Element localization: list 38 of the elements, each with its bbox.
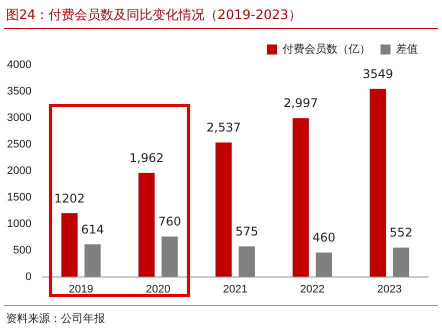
data-label: 460	[312, 230, 336, 245]
bar	[392, 248, 410, 277]
data-label: 760	[158, 214, 182, 229]
chart-title: 图24：付费会员数及同比变化情况（2019-2023）	[6, 7, 302, 24]
data-label: 614	[81, 222, 104, 236]
data-label: 1202	[54, 191, 85, 206]
text: 资料来源：公司年报	[6, 311, 105, 326]
bar	[292, 118, 309, 277]
x-tick-label: 2022	[300, 283, 325, 296]
bar	[316, 252, 332, 277]
y-tick-label: 4000	[6, 59, 32, 72]
x-tick-label: 2021	[222, 283, 248, 296]
y-tick-label: 0	[25, 270, 32, 283]
bar	[84, 244, 101, 277]
data-label: 2,997	[284, 96, 318, 110]
y-tick-label: 2000	[6, 164, 32, 177]
data-label: 552	[390, 226, 412, 240]
bar	[61, 213, 78, 277]
x-tick-label: 2019	[68, 283, 94, 296]
bar	[216, 142, 232, 277]
bar	[138, 172, 155, 277]
bar	[162, 236, 178, 277]
data-label: 3549	[362, 67, 394, 82]
y-tick-label: 3500	[6, 86, 32, 98]
y-tick-label: 2500	[6, 138, 32, 150]
bar	[238, 246, 255, 277]
data-label: 1,962	[129, 151, 164, 166]
legend-label: 差值	[396, 42, 418, 56]
y-tick-label: 500	[13, 244, 32, 256]
y-tick-label: 1000	[6, 218, 32, 230]
x-tick-label: 2023	[377, 283, 402, 296]
y-tick-label: 3000	[6, 112, 32, 124]
data-label: 575	[235, 224, 258, 238]
x-tick-label: 2020	[146, 283, 170, 296]
legend-label: 付费会员数（亿）	[282, 42, 370, 56]
bar	[370, 88, 386, 277]
data-label: 2,537	[206, 120, 241, 135]
y-tick-label: 1500	[6, 191, 32, 204]
